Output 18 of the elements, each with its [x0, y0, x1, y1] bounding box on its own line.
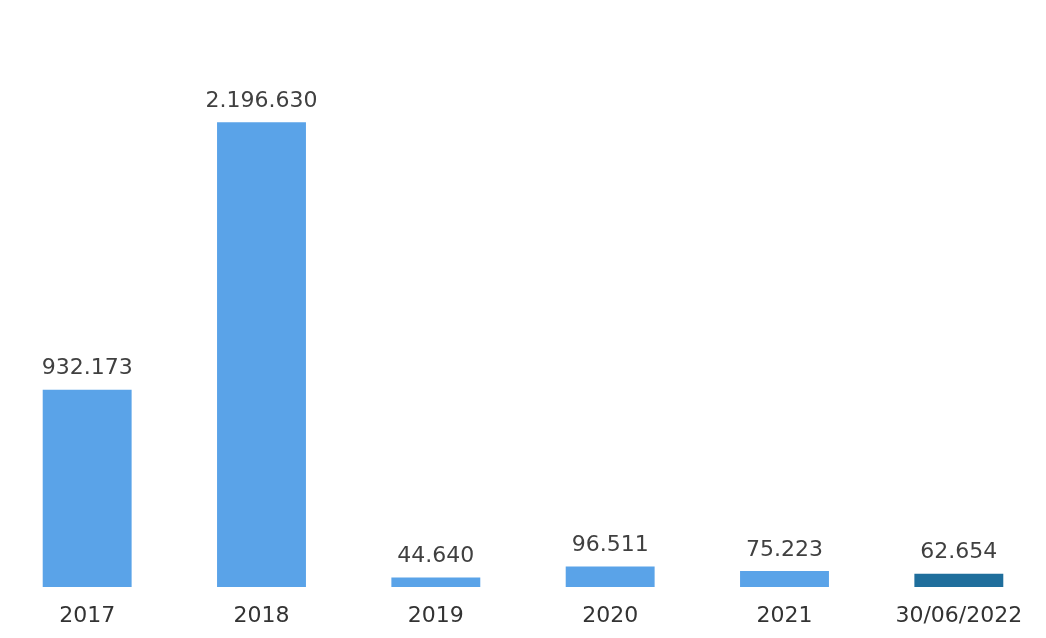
bar: [565, 566, 655, 587]
bar: [391, 577, 481, 587]
data-label: 96.511: [571, 531, 649, 557]
data-label: 75.223: [746, 535, 823, 561]
data-label: 44.640: [397, 542, 475, 568]
bar: [217, 122, 306, 587]
x-tick-label: 2021: [756, 601, 813, 627]
x-tick-label: 2018: [233, 601, 290, 627]
data-label: 932.173: [41, 354, 133, 380]
bar: [914, 573, 1004, 587]
x-tick-label: 2019: [407, 601, 464, 627]
x-tick-label: 2017: [59, 601, 116, 627]
data-label: 2.196.630: [205, 86, 318, 112]
bar: [740, 571, 829, 587]
data-label: 62.654: [920, 538, 998, 564]
bar: [42, 389, 132, 587]
x-tick-label: 2020: [582, 601, 639, 627]
x-tick-label: 30/06/2022: [895, 601, 1023, 627]
